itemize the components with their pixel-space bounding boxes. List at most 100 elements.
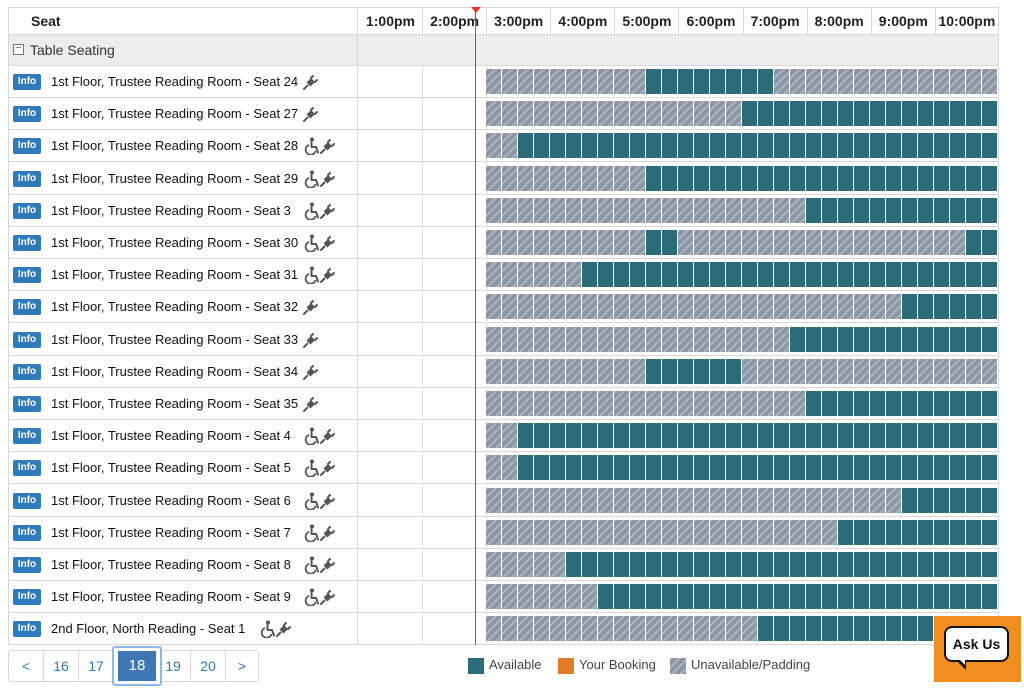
- slot-available[interactable]: [854, 584, 869, 610]
- slot-available[interactable]: [630, 552, 645, 577]
- slot-available[interactable]: [886, 391, 901, 416]
- slot-available[interactable]: [918, 391, 933, 416]
- slot-available[interactable]: [646, 455, 661, 481]
- slot-available[interactable]: [630, 262, 645, 288]
- slot-available[interactable]: [870, 455, 885, 481]
- slot-available[interactable]: [678, 133, 693, 159]
- slot-available[interactable]: [886, 519, 901, 545]
- slot-available[interactable]: [566, 423, 581, 449]
- slot-available[interactable]: [598, 552, 613, 577]
- slot-available[interactable]: [982, 165, 997, 191]
- slot-available[interactable]: [662, 455, 677, 481]
- slot-available[interactable]: [902, 423, 917, 449]
- slot-available[interactable]: [758, 616, 773, 642]
- slot-available[interactable]: [950, 294, 965, 320]
- slot-available[interactable]: [694, 133, 709, 159]
- slot-available[interactable]: [822, 584, 837, 610]
- slot-available[interactable]: [902, 487, 917, 513]
- ask-us-chat-button[interactable]: Ask Us: [934, 616, 1021, 682]
- slot-available[interactable]: [646, 165, 661, 191]
- slot-available[interactable]: [966, 133, 981, 159]
- slot-available[interactable]: [694, 423, 709, 449]
- slot-available[interactable]: [982, 294, 997, 320]
- pager-page-18-active[interactable]: 18: [112, 646, 162, 686]
- slot-available[interactable]: [646, 552, 661, 577]
- slot-available[interactable]: [870, 552, 885, 577]
- info-button[interactable]: Info: [13, 621, 41, 638]
- slot-available[interactable]: [950, 423, 965, 449]
- slot-available[interactable]: [918, 487, 933, 513]
- slot-available[interactable]: [838, 262, 853, 288]
- slot-available[interactable]: [662, 230, 677, 255]
- slot-available[interactable]: [662, 358, 677, 384]
- slot-available[interactable]: [918, 165, 933, 191]
- slot-available[interactable]: [774, 552, 789, 577]
- slot-available[interactable]: [902, 616, 917, 642]
- slot-available[interactable]: [742, 101, 757, 127]
- slot-available[interactable]: [950, 133, 965, 159]
- slot-available[interactable]: [790, 133, 805, 159]
- slot-available[interactable]: [950, 552, 965, 577]
- slot-available[interactable]: [662, 423, 677, 449]
- slot-available[interactable]: [822, 101, 837, 127]
- slot-available[interactable]: [742, 262, 757, 288]
- info-button[interactable]: Info: [13, 524, 41, 541]
- slot-available[interactable]: [678, 358, 693, 384]
- slot-available[interactable]: [934, 391, 949, 416]
- slot-available[interactable]: [694, 358, 709, 384]
- slot-available[interactable]: [822, 455, 837, 481]
- slot-available[interactable]: [822, 552, 837, 577]
- slot-available[interactable]: [902, 326, 917, 352]
- slot-available[interactable]: [982, 519, 997, 545]
- slot-available[interactable]: [550, 133, 565, 159]
- slot-available[interactable]: [758, 455, 773, 481]
- info-button[interactable]: Info: [13, 557, 41, 573]
- info-button[interactable]: Info: [13, 460, 41, 477]
- slot-available[interactable]: [678, 69, 693, 94]
- slot-available[interactable]: [726, 262, 741, 288]
- pager-next-button[interactable]: >: [237, 658, 247, 674]
- slot-available[interactable]: [854, 101, 869, 127]
- pager-prev-button[interactable]: <: [9, 651, 44, 681]
- slot-available[interactable]: [790, 616, 805, 642]
- slot-available[interactable]: [870, 326, 885, 352]
- slot-available[interactable]: [710, 358, 725, 384]
- slot-available[interactable]: [838, 423, 853, 449]
- info-button[interactable]: Info: [13, 267, 41, 284]
- slot-available[interactable]: [534, 423, 549, 449]
- info-button[interactable]: Info: [13, 138, 41, 155]
- slot-available[interactable]: [950, 584, 965, 610]
- slot-available[interactable]: [518, 455, 533, 481]
- slot-available[interactable]: [902, 101, 917, 127]
- slot-available[interactable]: [982, 262, 997, 288]
- slot-available[interactable]: [982, 455, 997, 481]
- slot-available[interactable]: [854, 133, 869, 159]
- slot-available[interactable]: [614, 584, 629, 610]
- slot-available[interactable]: [822, 326, 837, 352]
- slot-available[interactable]: [886, 423, 901, 449]
- slot-available[interactable]: [758, 552, 773, 577]
- slot-available[interactable]: [630, 133, 645, 159]
- slot-available[interactable]: [614, 262, 629, 288]
- slot-available[interactable]: [966, 584, 981, 610]
- slot-available[interactable]: [710, 133, 725, 159]
- info-button[interactable]: Info: [13, 202, 41, 219]
- slot-available[interactable]: [870, 391, 885, 416]
- slot-available[interactable]: [758, 165, 773, 191]
- slot-available[interactable]: [886, 455, 901, 481]
- slot-available[interactable]: [918, 616, 933, 642]
- slot-available[interactable]: [550, 423, 565, 449]
- slot-available[interactable]: [726, 133, 741, 159]
- slot-available[interactable]: [966, 423, 981, 449]
- slot-available[interactable]: [646, 358, 661, 384]
- slot-available[interactable]: [870, 101, 885, 127]
- slot-available[interactable]: [982, 133, 997, 159]
- ask-us-label[interactable]: Ask Us: [944, 626, 1009, 662]
- slot-available[interactable]: [982, 101, 997, 127]
- info-button[interactable]: Info: [13, 428, 41, 445]
- slot-available[interactable]: [758, 133, 773, 159]
- slot-available[interactable]: [662, 584, 677, 610]
- slot-available[interactable]: [790, 101, 805, 127]
- slot-available[interactable]: [838, 455, 853, 481]
- slot-available[interactable]: [726, 165, 741, 191]
